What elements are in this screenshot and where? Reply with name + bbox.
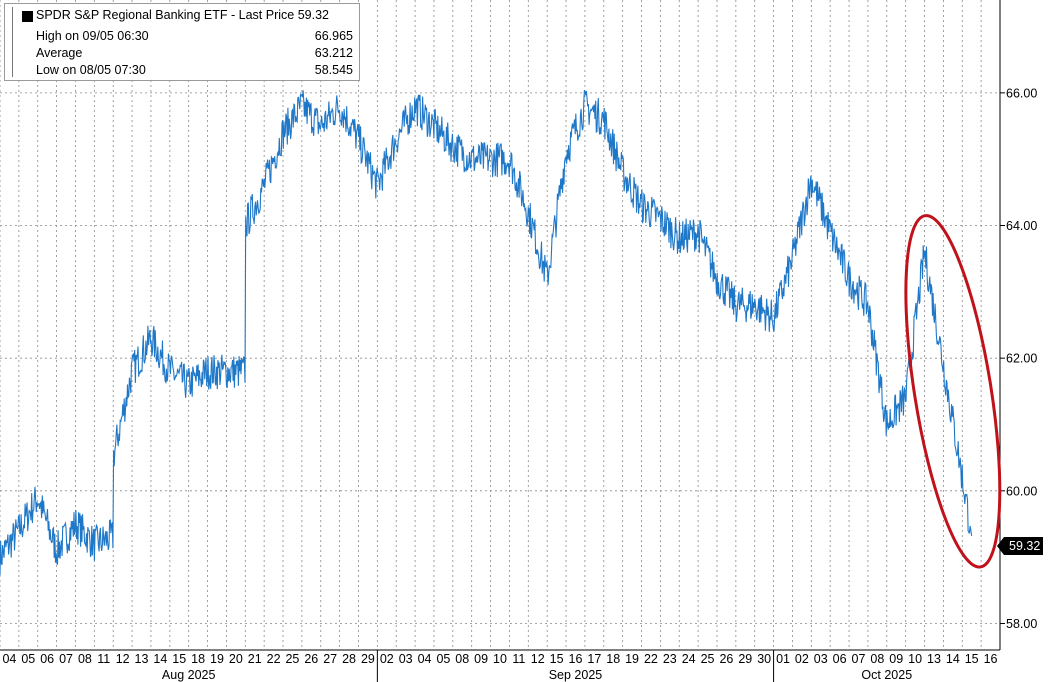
x-tick-label: 30 (757, 652, 771, 666)
x-tick-label: 13 (927, 652, 941, 666)
x-tick-label: 16 (569, 652, 583, 666)
x-tick-label: 20 (229, 652, 243, 666)
x-tick-label: 01 (776, 652, 790, 666)
x-tick-label: 15 (965, 652, 979, 666)
x-tick-label: 03 (399, 652, 413, 666)
x-tick-label: 19 (210, 652, 224, 666)
x-tick-label: 26 (304, 652, 318, 666)
x-tick-label: 08 (455, 652, 469, 666)
x-tick-label: 22 (644, 652, 658, 666)
x-tick-label: 27 (323, 652, 337, 666)
x-tick-label: 29 (738, 652, 752, 666)
drop-highlight-ellipse (904, 214, 1002, 569)
legend-bracket (12, 7, 19, 77)
legend-title: SPDR S&P Regional Banking ETF - Last Pri… (36, 8, 329, 22)
x-tick-label: 18 (606, 652, 620, 666)
legend-low-label: Low on 08/05 07:30 (36, 63, 146, 77)
y-tick-label: 64.00 (1006, 219, 1037, 233)
x-tick-label: 13 (135, 652, 149, 666)
x-tick-label: 07 (852, 652, 866, 666)
legend-average-value: 63.212 (314, 46, 353, 60)
x-tick-label: 15 (550, 652, 564, 666)
x-tick-label: 10 (908, 652, 922, 666)
x-tick-label: 02 (795, 652, 809, 666)
legend-average-label: Average (36, 46, 83, 60)
month-separators: Aug 2025 Sep 2025 Oct 2025 (162, 650, 912, 682)
x-tick-label: 06 (833, 652, 847, 666)
legend-box: SPDR S&P Regional Banking ETF - Last Pri… (4, 3, 360, 81)
x-tick-label: 18 (191, 652, 205, 666)
price-series-line (0, 90, 973, 576)
x-tick-label: 02 (380, 652, 394, 666)
y-tick-label: 62.00 (1006, 352, 1037, 366)
y-axis-ticks: 58.00 60.00 62.00 64.00 66.00 (1000, 86, 1037, 631)
legend-series-swatch (22, 11, 33, 22)
x-tick-label: 16 (984, 652, 998, 666)
x-tick-label: 07 (59, 652, 73, 666)
x-tick-label: 05 (436, 652, 450, 666)
x-tick-label: 25 (285, 652, 299, 666)
x-tick-label: 04 (2, 652, 16, 666)
legend-low-value: 58.545 (314, 63, 353, 77)
x-axis-ticks: 04 05 06 07 08 11 12 13 14 15 18 19 20 21 22 25 26 27 28 29… (2, 652, 997, 666)
x-tick-label: 25 (701, 652, 715, 666)
legend-row-high: High on 09/05 06:30 66.965 (5, 28, 359, 45)
x-tick-label: 12 (531, 652, 545, 666)
x-tick-label: 11 (512, 652, 525, 666)
x-tick-label: 15 (172, 652, 186, 666)
month-label: Sep 2025 (549, 668, 603, 682)
x-tick-label: 28 (342, 652, 356, 666)
x-tick-label: 08 (870, 652, 884, 666)
x-tick-label: 06 (40, 652, 54, 666)
y-tick-label: 60.00 (1006, 484, 1037, 498)
last-price-tag: 59.32 (996, 537, 1044, 555)
month-label: Aug 2025 (162, 668, 216, 682)
x-tick-label: 04 (418, 652, 432, 666)
legend-row-low: Low on 08/05 07:30 58.545 (5, 62, 359, 79)
x-tick-label: 26 (719, 652, 733, 666)
x-tick-label: 03 (814, 652, 828, 666)
x-tick-label: 21 (248, 652, 262, 666)
x-tick-label: 19 (625, 652, 639, 666)
x-tick-label: 12 (116, 652, 130, 666)
x-tick-label: 11 (97, 652, 110, 666)
x-tick-label: 29 (361, 652, 375, 666)
x-tick-label: 23 (663, 652, 677, 666)
x-tick-label: 09 (889, 652, 903, 666)
legend-row-average: Average 63.212 (5, 45, 359, 62)
x-tick-label: 05 (21, 652, 35, 666)
x-tick-label: 17 (587, 652, 601, 666)
month-label: Oct 2025 (861, 668, 912, 682)
x-tick-label: 24 (682, 652, 696, 666)
x-tick-label: 10 (493, 652, 507, 666)
x-tick-label: 14 (153, 652, 167, 666)
x-tick-label: 08 (78, 652, 92, 666)
x-tick-label: 22 (267, 652, 281, 666)
x-tick-label: 14 (946, 652, 960, 666)
y-tick-label: 66.00 (1006, 86, 1037, 100)
y-tick-label: 58.00 (1006, 617, 1037, 631)
legend-high-label: High on 09/05 06:30 (36, 29, 149, 43)
grid-layer (0, 0, 1001, 651)
legend-high-value: 66.965 (314, 29, 353, 43)
x-tick-label: 09 (474, 652, 488, 666)
